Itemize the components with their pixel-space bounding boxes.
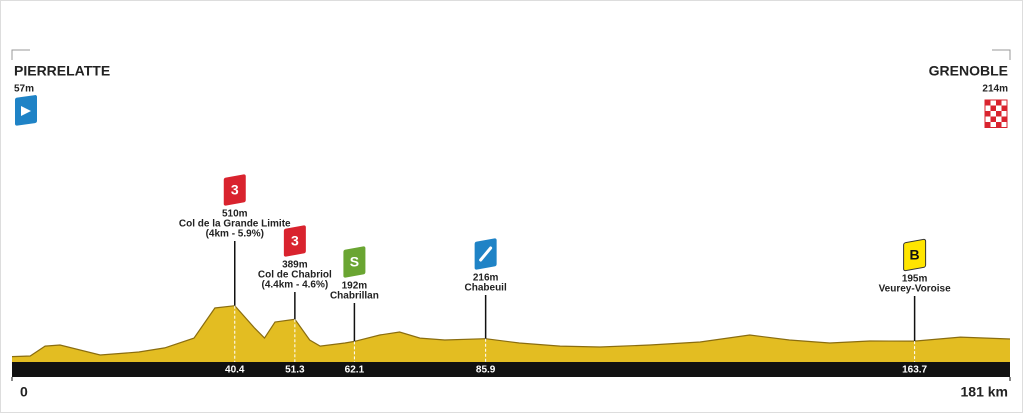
checker (985, 105, 991, 111)
badge-text: B (910, 247, 920, 263)
checker (996, 100, 1002, 106)
badge-icon (479, 246, 493, 262)
x-tick-label: 0 (20, 384, 28, 400)
checker (996, 111, 1002, 117)
checker (985, 111, 991, 117)
x-tick-label: 181 km (961, 384, 1008, 400)
start-elevation: 57m (14, 84, 34, 95)
badge-text: 3 (291, 233, 299, 249)
marker-elevation: 195m (902, 274, 928, 285)
checker (996, 116, 1002, 122)
badge (343, 246, 366, 278)
start-name: PIERRELATTE (14, 63, 110, 79)
marker-km: 62.1 (345, 365, 365, 376)
checker (985, 116, 991, 122)
checker (996, 105, 1002, 111)
checker (990, 100, 996, 106)
checker (1001, 105, 1007, 111)
start-arrow (21, 106, 31, 116)
checker (996, 122, 1002, 128)
km-bar (12, 362, 1010, 377)
checker (985, 100, 991, 106)
marker-elevation: 510m (222, 209, 248, 220)
checker (1001, 122, 1007, 128)
checker (990, 105, 996, 111)
badge (903, 238, 927, 272)
marker-elevation: 389m (282, 260, 308, 271)
marker-elevation: 216m (473, 273, 499, 284)
checker (985, 122, 991, 128)
marker-name: Col de Chabriol (258, 270, 332, 281)
marker-name: Veurey-Voroise (879, 284, 952, 295)
corner-marks (11, 49, 1011, 60)
marker-km: 85.9 (476, 365, 496, 376)
checker (990, 122, 996, 128)
marker-name: Chabeuil (465, 283, 507, 294)
marker-name: Chabrillan (330, 291, 379, 302)
profile-fill (12, 305, 1010, 363)
marker-detail: (4km - 5.9%) (206, 229, 264, 240)
checker (1001, 111, 1007, 117)
marker-km: 51.3 (285, 365, 305, 376)
marker-elevation: 192m (342, 281, 368, 292)
finish-elevation: 214m (982, 84, 1008, 95)
finish-flag-border (984, 99, 1008, 128)
checker (990, 111, 996, 117)
marker-detail: (4.4km - 4.6%) (262, 280, 329, 291)
badge (283, 225, 306, 257)
finish-name: GRENOBLE (929, 63, 1008, 79)
marker-km: 163.7 (902, 365, 927, 376)
marker-km: 40.4 (225, 365, 245, 376)
badge-text: 3 (231, 182, 239, 198)
marker-name: Col de la Grande Limite (179, 219, 291, 230)
badge (223, 174, 246, 206)
checker (990, 116, 996, 122)
badge-text: S (350, 254, 359, 270)
checker (1001, 100, 1007, 106)
checker (1001, 116, 1007, 122)
finish-flag (985, 100, 1007, 128)
